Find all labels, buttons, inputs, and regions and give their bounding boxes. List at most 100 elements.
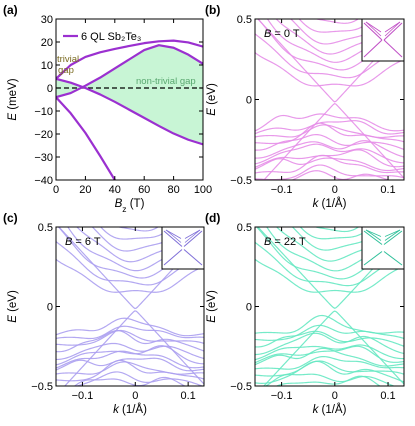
band-line [255,324,404,341]
x-tick-label: 100 [194,184,212,196]
x-tick-label: 40 [109,184,121,196]
band-line [255,149,404,168]
inset-band [384,21,401,33]
x-axis-label: k (1/Å) [113,403,147,416]
band-line [255,332,404,356]
inset-band [363,39,383,58]
gap-shading [56,45,203,145]
x-tick-label: 0 [53,184,59,196]
inset-band [365,21,382,33]
annotation-nontrivial-gap: non-trivial gap [136,76,196,87]
inset-band [184,229,201,243]
panel-a-plot [56,39,203,180]
x-axis-label: Bz (T) [115,198,145,214]
inset-band [384,229,401,237]
y-axis-label: E (eV) [206,290,218,323]
band-line [56,329,204,346]
inset-plot [163,229,203,266]
band-line [255,344,404,361]
band-line [75,371,204,386]
y-tick-label: 0 [246,95,252,107]
inset-band [363,22,383,41]
band-line [56,359,204,382]
field-label: B = 22 T [264,236,306,248]
band-line [255,52,404,87]
band-line [56,345,204,366]
band-line [255,314,404,334]
y-tick-label: 0 [246,302,252,314]
inset-band [384,229,401,241]
band-line [255,124,404,139]
field-label: B = 0 T [264,28,300,40]
field-label: B = 6 T [65,236,101,248]
band-line [255,120,404,135]
y-tick-label: −30 [34,152,53,164]
band-line [290,170,391,180]
inset-band [383,230,403,245]
band-line [255,122,404,145]
y-tick-label: −20 [34,129,53,141]
annotation-gap: gap [58,65,74,76]
band-line [255,113,404,132]
y-tick-label: 0 [47,83,53,95]
y-tick-label: 0 [47,302,53,314]
band-line [255,345,404,364]
x-tick-label: −0.1 [271,184,293,196]
legend-label: 6 QL Sb₂Te₃ [81,31,141,43]
inset-band [183,230,203,247]
inset-band [383,251,403,266]
band-line [298,19,373,33]
x-tick-label: 20 [79,184,91,196]
band-line [255,360,404,384]
band-line [255,154,404,174]
inset-band [363,230,383,245]
band-line [264,373,396,386]
y-tick-label: −0.5 [230,381,252,393]
y-tick-label: −40 [34,175,53,187]
y-tick-label: 20 [41,37,53,49]
x-tick-label: 0.1 [380,184,395,196]
band-line [314,19,360,24]
band-plot-3 [255,227,404,386]
panel-tag-3: (d) [205,211,220,225]
band-plot-2 [56,227,204,386]
x-tick-label: 0 [332,184,338,196]
panel-tag-a: (a) [3,3,18,17]
plot-frame-a [55,18,204,181]
band-line [56,350,204,369]
x-tick-label: −0.1 [271,390,293,402]
x-tick-label: 0.1 [180,390,195,402]
inset-band [383,39,403,58]
band-line [56,325,204,340]
y-tick-label: −0.5 [230,175,252,187]
x-tick-label: 60 [138,184,150,196]
band-line [299,227,371,240]
y-axis-label: E (meV) [7,78,19,120]
y-tick-label: 30 [41,14,53,26]
inset-band [163,230,183,247]
band-line [255,143,404,165]
band-line [313,227,360,233]
inset-band [365,21,382,37]
x-axis-label: k (1/Å) [313,197,347,210]
band-line [56,357,204,372]
band-line [73,376,186,386]
energy-level-line-1 [56,44,203,99]
x-tick-label: 0.1 [380,390,395,402]
band-line [255,355,404,370]
panel-tag-1: (b) [205,3,220,17]
inset-plot [363,229,403,266]
inset-band [183,249,203,266]
inset-band [165,229,182,243]
y-axis-label: E (eV) [7,290,19,323]
band-line [255,133,404,151]
inset-frame [361,18,405,62]
band-line [255,347,404,367]
band-line [56,342,204,361]
band-line [255,164,404,180]
y-tick-label: −10 [34,106,53,118]
inset-band [363,251,383,266]
x-tick-label: 80 [167,184,179,196]
y-tick-label: 0.5 [237,222,252,234]
